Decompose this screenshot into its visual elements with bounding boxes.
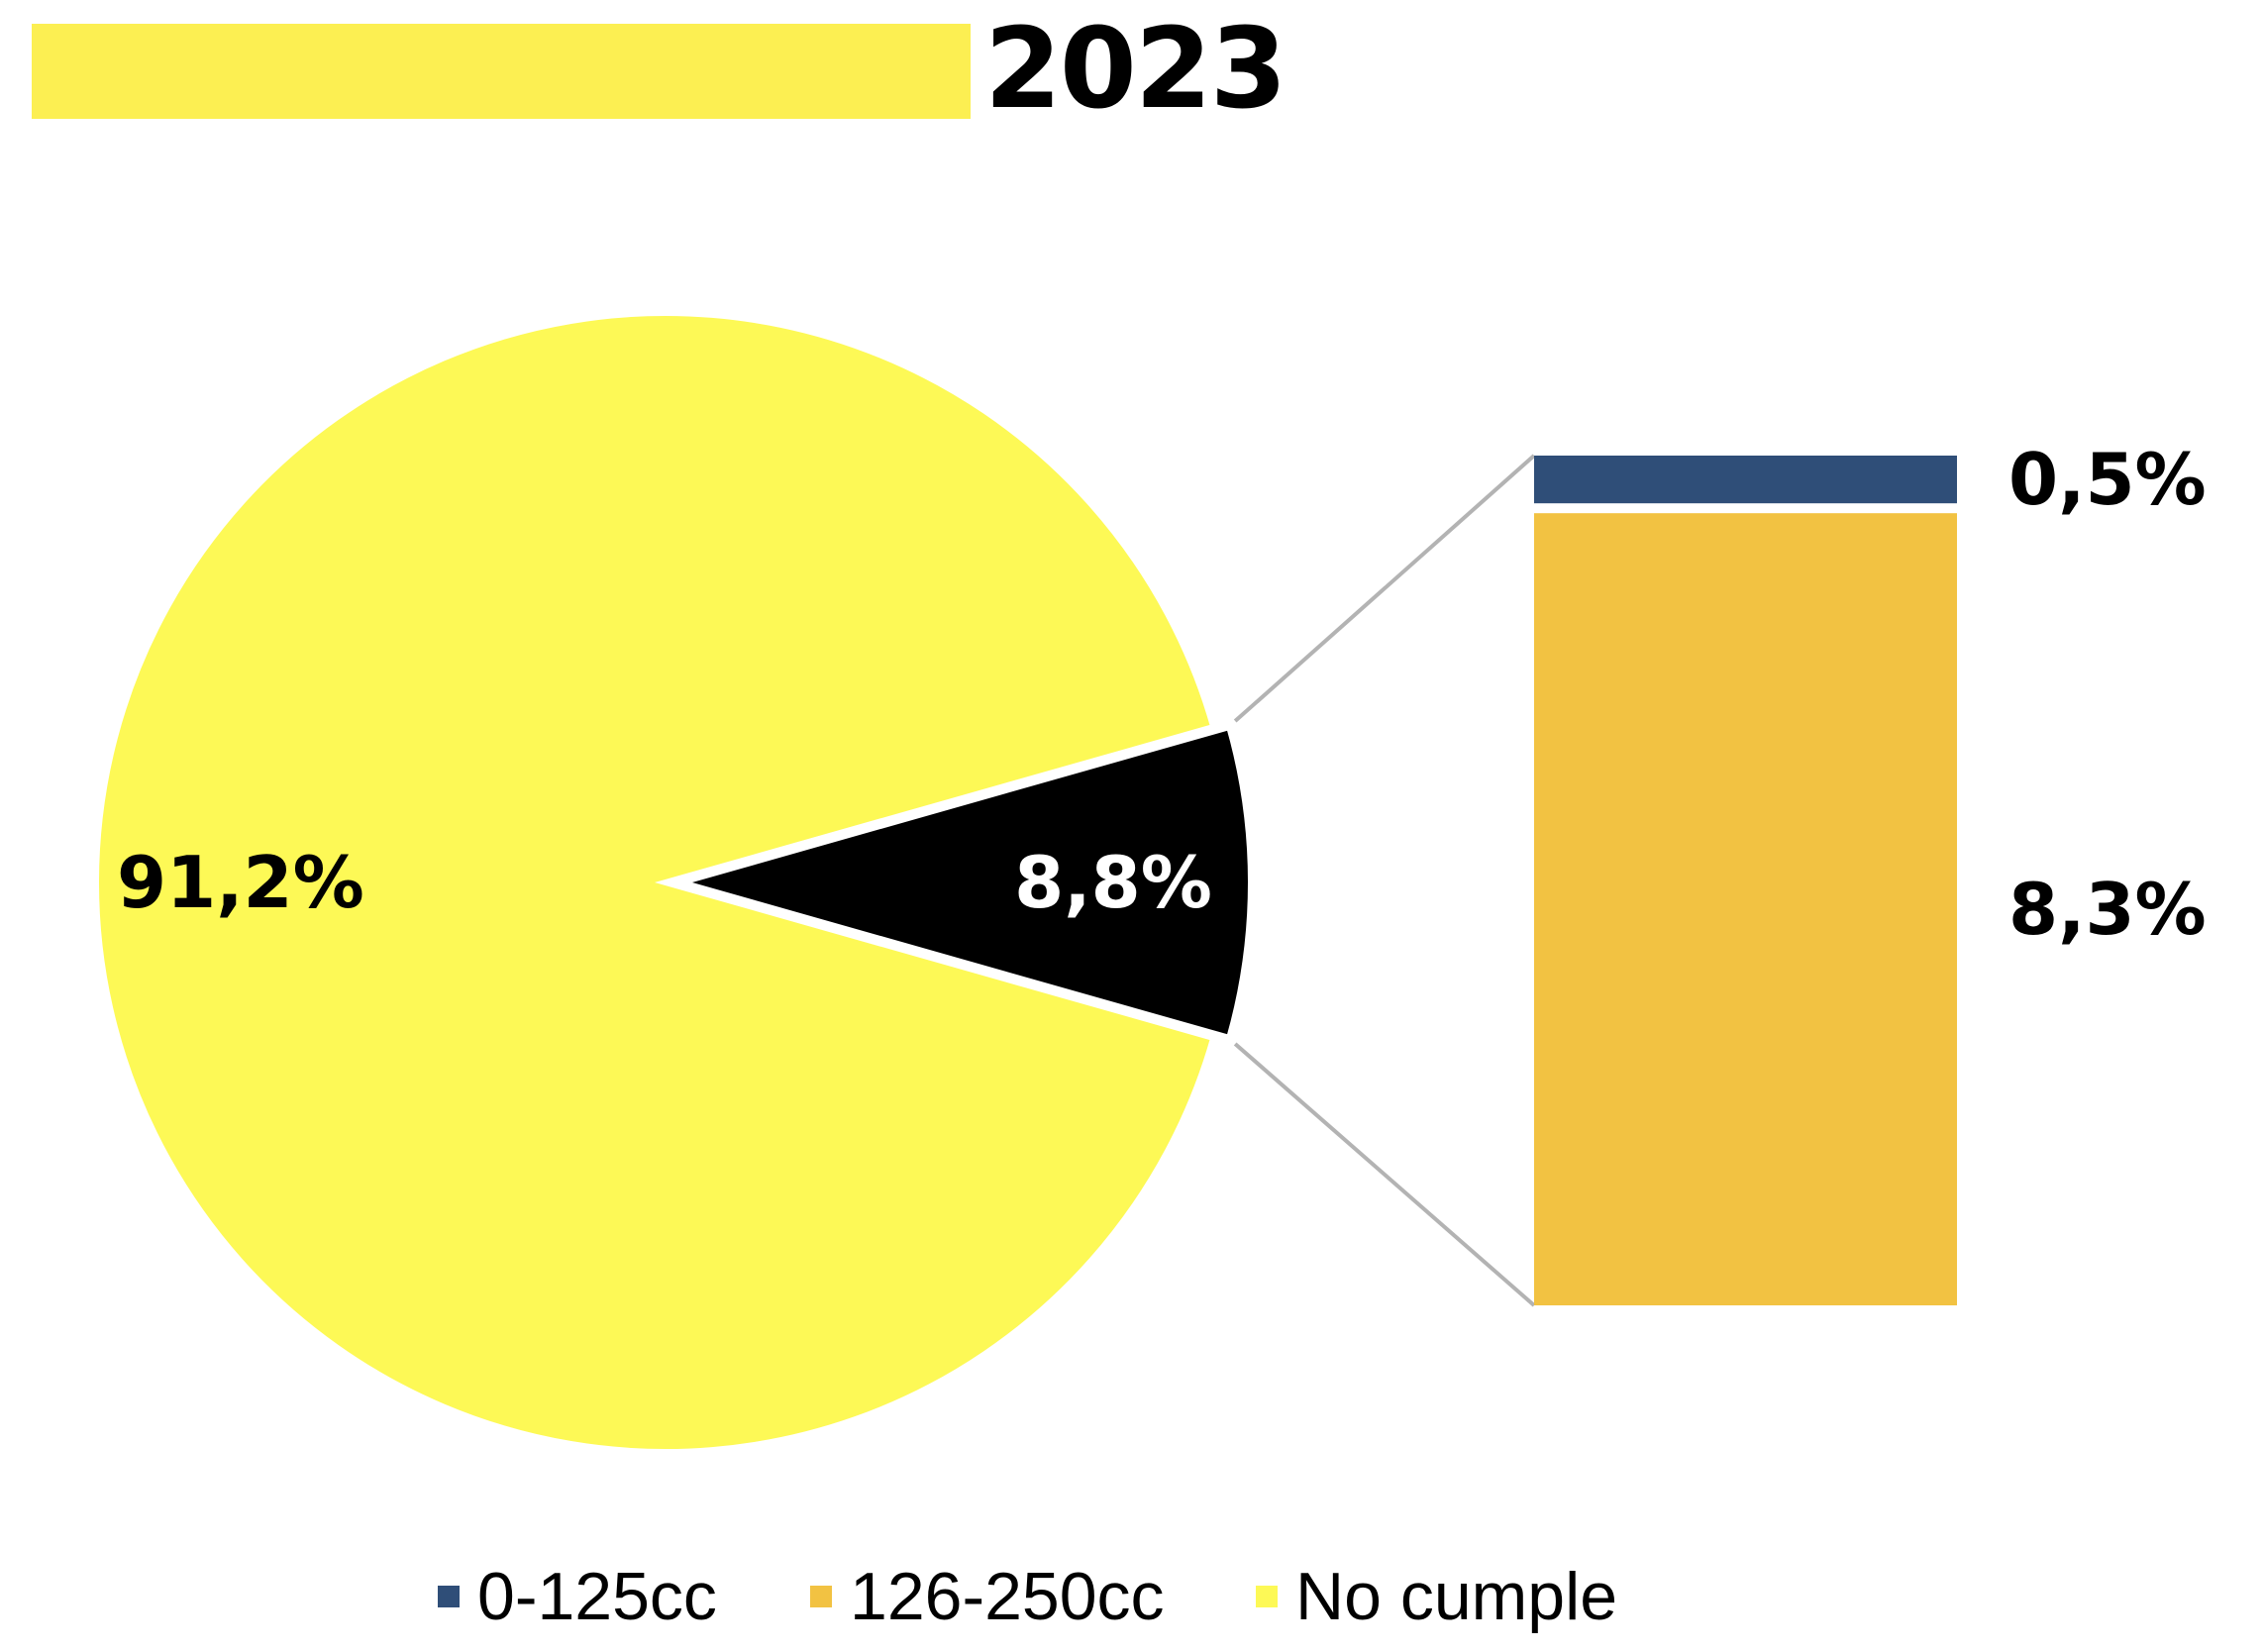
pie-label-grouped: 8,8% bbox=[1014, 841, 1212, 924]
bar-segment-126-250cc bbox=[1534, 513, 1957, 1305]
pie-label-no-cumple: 91,2% bbox=[117, 841, 364, 924]
legend-item-no-cumple: No cumple bbox=[1256, 1547, 1617, 1646]
connector-line-top bbox=[1233, 454, 1536, 723]
data-labels: 0,5% 8,3% 91,2% 8,8% bbox=[117, 438, 2207, 951]
connector-lines bbox=[1233, 454, 1536, 1307]
legend: 0-125cc 126-250cc No cumple bbox=[0, 1547, 2264, 1646]
pie-slice-grouped bbox=[670, 723, 1255, 1042]
legend-item-0-125cc: 0-125cc bbox=[438, 1547, 717, 1646]
bar-label-126-250cc: 8,3% bbox=[2008, 868, 2207, 951]
bar-label-0-125cc: 0,5% bbox=[2008, 438, 2207, 521]
pie-chart bbox=[93, 310, 1255, 1455]
pie-slice-no-cumple bbox=[93, 310, 1217, 1455]
legend-label-126-250cc: 126-250cc bbox=[850, 1559, 1165, 1634]
connector-line-bottom bbox=[1233, 1042, 1536, 1307]
legend-label-0-125cc: 0-125cc bbox=[477, 1559, 717, 1634]
chart-title-year: 2023 bbox=[984, 5, 1287, 134]
bar-segment-0-125cc bbox=[1534, 456, 1957, 504]
stacked-bar bbox=[1534, 456, 1957, 1305]
title-highlight-bar bbox=[32, 24, 971, 119]
legend-label-no-cumple: No cumple bbox=[1295, 1559, 1618, 1634]
legend-swatch-no-cumple bbox=[1256, 1586, 1278, 1607]
legend-swatch-126-250cc bbox=[810, 1586, 832, 1607]
legend-swatch-0-125cc bbox=[438, 1586, 460, 1607]
legend-item-126-250cc: 126-250cc bbox=[810, 1547, 1165, 1646]
